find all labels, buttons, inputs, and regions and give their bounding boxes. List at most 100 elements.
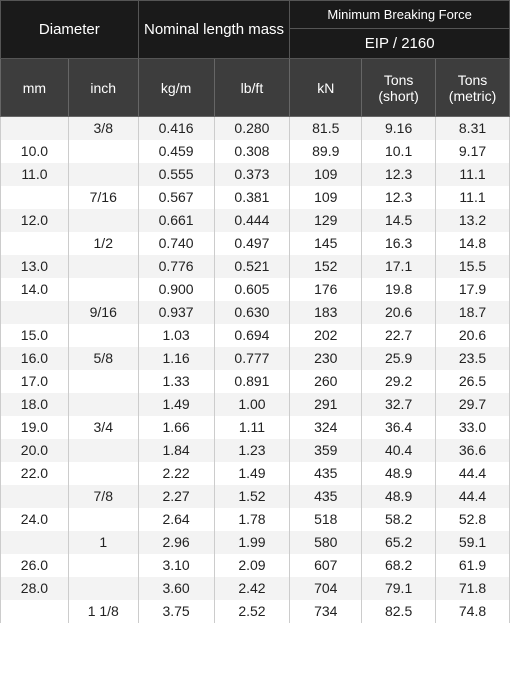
table-cell: 7/16 [68, 186, 138, 209]
col-inch: inch [68, 59, 138, 117]
table-row: 18.01.491.0029132.729.7 [1, 393, 510, 416]
table-cell: 1 1/8 [68, 600, 138, 623]
table-cell: 7/8 [68, 485, 138, 508]
table-cell: 0.444 [214, 209, 290, 232]
table-cell: 14.0 [1, 278, 69, 301]
table-row: 28.03.602.4270479.171.8 [1, 577, 510, 600]
table-cell: 176 [290, 278, 362, 301]
table-cell: 0.459 [138, 140, 214, 163]
table-cell: 26.5 [436, 370, 510, 393]
table-cell: 0.776 [138, 255, 214, 278]
table-cell: 20.6 [436, 324, 510, 347]
table-row: 20.01.841.2335940.436.6 [1, 439, 510, 462]
table-cell: 0.694 [214, 324, 290, 347]
table-cell: 2.96 [138, 531, 214, 554]
table-row: 14.00.9000.60517619.817.9 [1, 278, 510, 301]
table-cell [68, 278, 138, 301]
table-cell: 3/8 [68, 117, 138, 140]
table-cell: 230 [290, 347, 362, 370]
table-cell: 2.27 [138, 485, 214, 508]
table-cell: 0.630 [214, 301, 290, 324]
table-cell: 2.22 [138, 462, 214, 485]
table-cell: 324 [290, 416, 362, 439]
table-row: 19.03/41.661.1132436.433.0 [1, 416, 510, 439]
table-cell: 23.5 [436, 347, 510, 370]
table-cell [1, 232, 69, 255]
table-cell: 48.9 [362, 485, 436, 508]
table-cell: 202 [290, 324, 362, 347]
table-cell: 10.0 [1, 140, 69, 163]
table-cell: 1.16 [138, 347, 214, 370]
table-cell: 11.1 [436, 186, 510, 209]
table-cell [1, 600, 69, 623]
table-cell: 12.3 [362, 186, 436, 209]
table-cell: 1/2 [68, 232, 138, 255]
table-row: 1 1/83.752.5273482.574.8 [1, 600, 510, 623]
table-cell: 36.4 [362, 416, 436, 439]
table-cell: 16.0 [1, 347, 69, 370]
col-tons-metric: Tons (metric) [436, 59, 510, 117]
table-cell: 13.0 [1, 255, 69, 278]
table-cell: 33.0 [436, 416, 510, 439]
table-cell: 3.60 [138, 577, 214, 600]
table-cell: 14.8 [436, 232, 510, 255]
table-cell [68, 140, 138, 163]
table-cell [68, 508, 138, 531]
table-cell: 19.0 [1, 416, 69, 439]
table-cell: 0.381 [214, 186, 290, 209]
table-row: 12.00.6610.44412914.513.2 [1, 209, 510, 232]
table-row: 12.961.9958065.259.1 [1, 531, 510, 554]
table-cell: 16.3 [362, 232, 436, 255]
table-cell: 26.0 [1, 554, 69, 577]
table-cell: 0.740 [138, 232, 214, 255]
table-cell: 44.4 [436, 462, 510, 485]
table-cell: 1.11 [214, 416, 290, 439]
table-cell: 145 [290, 232, 362, 255]
table-row: 7/82.271.5243548.944.4 [1, 485, 510, 508]
table-cell: 1.33 [138, 370, 214, 393]
table-cell: 0.891 [214, 370, 290, 393]
table-cell [68, 439, 138, 462]
table-row: 22.02.221.4943548.944.4 [1, 462, 510, 485]
table-row: 10.00.4590.30889.910.19.17 [1, 140, 510, 163]
table-cell: 0.497 [214, 232, 290, 255]
table-cell: 1.49 [138, 393, 214, 416]
table-cell: 109 [290, 186, 362, 209]
hdr-force: Minimum Breaking Force [290, 1, 510, 29]
table-cell: 61.9 [436, 554, 510, 577]
table-cell: 25.9 [362, 347, 436, 370]
table-cell: 10.1 [362, 140, 436, 163]
table-cell: 0.521 [214, 255, 290, 278]
table-cell: 28.0 [1, 577, 69, 600]
table-cell: 435 [290, 485, 362, 508]
table-cell: 704 [290, 577, 362, 600]
table-cell: 15.5 [436, 255, 510, 278]
table-cell: 89.9 [290, 140, 362, 163]
table-cell: 18.0 [1, 393, 69, 416]
table-cell: 71.8 [436, 577, 510, 600]
table-cell [1, 301, 69, 324]
table-cell: 129 [290, 209, 362, 232]
table-cell [1, 117, 69, 140]
table-cell: 52.8 [436, 508, 510, 531]
table-cell: 183 [290, 301, 362, 324]
table-row: 16.05/81.160.77723025.923.5 [1, 347, 510, 370]
table-cell: 22.7 [362, 324, 436, 347]
table-cell: 29.7 [436, 393, 510, 416]
table-cell: 68.2 [362, 554, 436, 577]
table-cell: 58.2 [362, 508, 436, 531]
table-cell: 44.4 [436, 485, 510, 508]
table-cell: 1.99 [214, 531, 290, 554]
table-cell: 15.0 [1, 324, 69, 347]
table-cell: 59.1 [436, 531, 510, 554]
table-cell: 5/8 [68, 347, 138, 370]
table-cell: 1.23 [214, 439, 290, 462]
table-cell: 291 [290, 393, 362, 416]
table-cell: 0.661 [138, 209, 214, 232]
table-header: Diameter Nominal length mass Minimum Bre… [1, 1, 510, 117]
table-cell [68, 393, 138, 416]
col-kn: kN [290, 59, 362, 117]
table-cell: 17.9 [436, 278, 510, 301]
hdr-eip: EIP / 2160 [290, 29, 510, 59]
hdr-diameter: Diameter [1, 1, 139, 59]
